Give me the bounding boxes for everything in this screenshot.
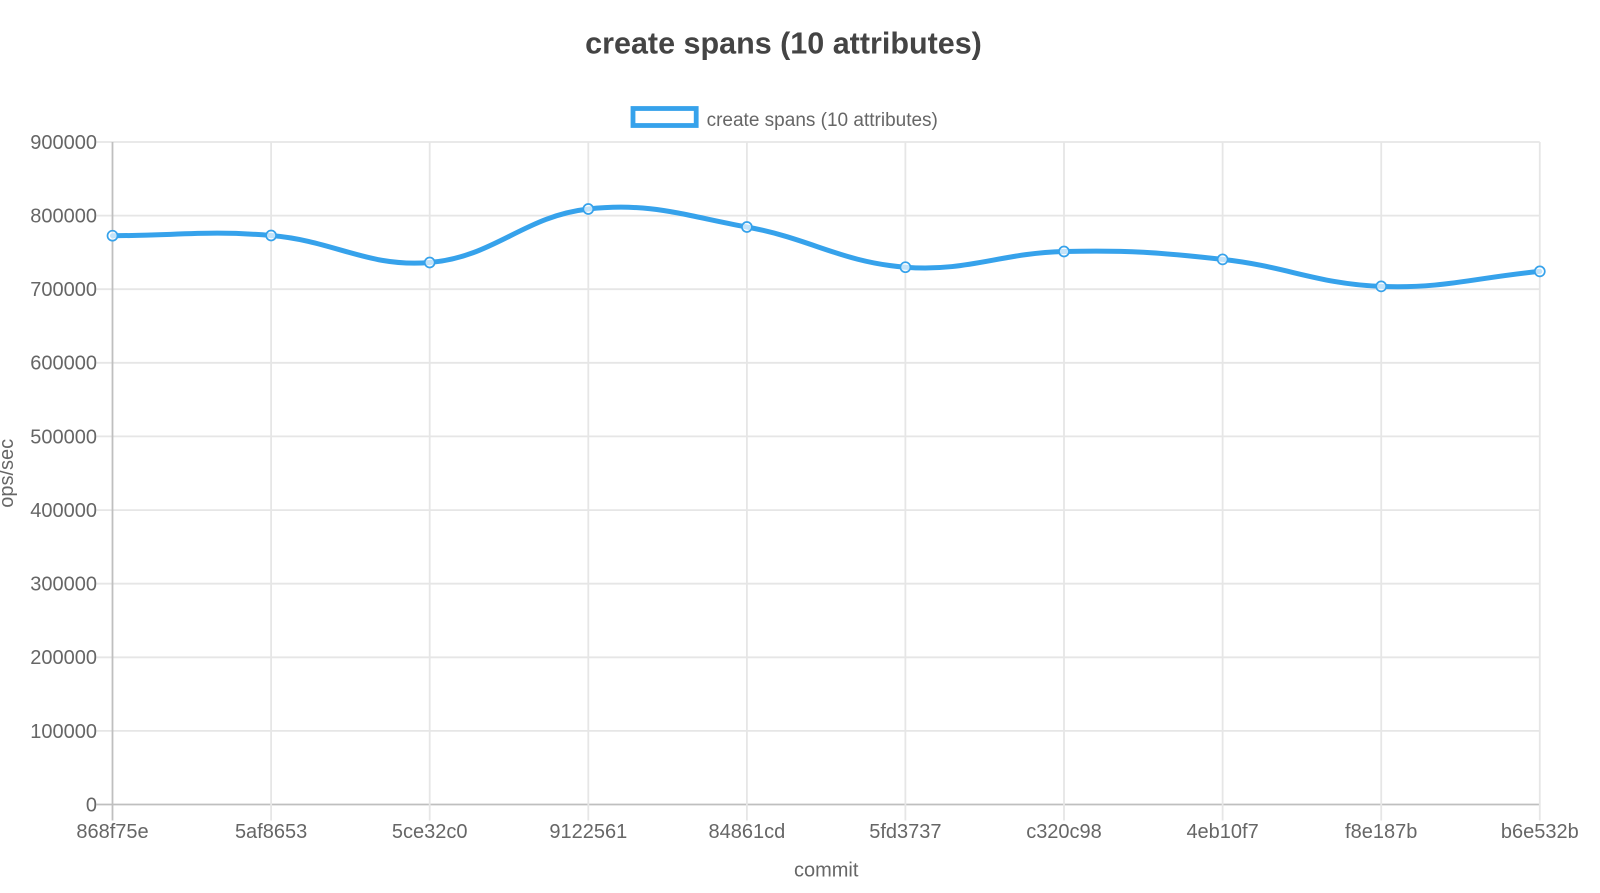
svg-text:900000: 900000 (30, 132, 97, 154)
svg-text:300000: 300000 (30, 574, 97, 596)
svg-text:84861cd: 84861cd (709, 821, 786, 843)
svg-text:b6e532b: b6e532b (1501, 821, 1579, 843)
svg-text:800000: 800000 (30, 206, 97, 228)
svg-text:0: 0 (86, 794, 97, 816)
svg-text:4eb10f7: 4eb10f7 (1186, 821, 1258, 843)
svg-text:ops/sec: ops/sec (0, 439, 18, 508)
svg-text:5ce32c0: 5ce32c0 (392, 821, 468, 843)
svg-text:700000: 700000 (30, 279, 97, 301)
svg-text:create spans (10 attributes): create spans (10 attributes) (585, 27, 982, 61)
svg-text:create spans (10 attributes): create spans (10 attributes) (707, 110, 938, 131)
svg-text:commit: commit (794, 860, 859, 882)
svg-text:200000: 200000 (30, 647, 97, 669)
svg-text:5fd3737: 5fd3737 (869, 821, 941, 843)
svg-text:f8e187b: f8e187b (1345, 821, 1417, 843)
svg-text:600000: 600000 (30, 353, 97, 375)
svg-text:5af8653: 5af8653 (235, 821, 307, 843)
svg-text:400000: 400000 (30, 500, 97, 522)
svg-text:500000: 500000 (30, 426, 97, 448)
svg-text:100000: 100000 (30, 721, 97, 743)
svg-text:9122561: 9122561 (549, 821, 627, 843)
svg-text:868f75e: 868f75e (76, 821, 148, 843)
svg-text:c320c98: c320c98 (1026, 821, 1102, 843)
